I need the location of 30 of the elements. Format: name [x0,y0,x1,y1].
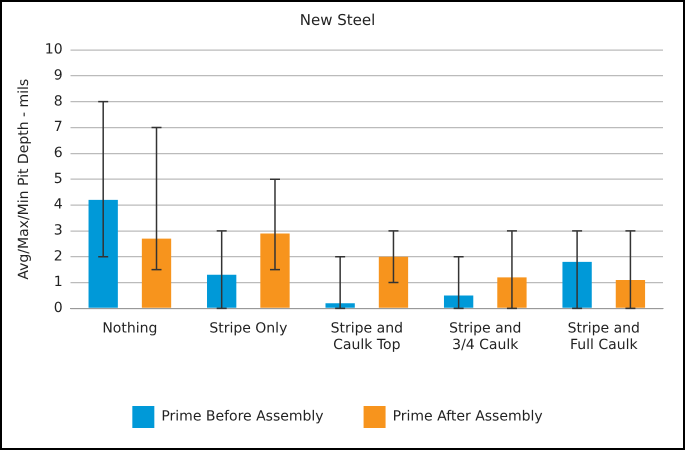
y-tick-label: 4 [54,196,63,213]
bar [378,256,408,308]
legend-label: Prime After Assembly [392,408,543,425]
y-tick-label: 0 [54,300,63,316]
bar [497,277,527,308]
bar [260,233,290,308]
legend-label: Prime Before Assembly [161,408,324,425]
x-tick-label: Stripe Only [209,320,288,336]
bar [325,303,355,308]
bar [207,274,236,308]
chart-title: New Steel [300,10,376,29]
bar [88,200,118,308]
y-tick-label: 3 [54,222,63,239]
x-tick-label: Stripe and Full Caulk [568,320,640,354]
x-tick-label: Nothing [102,320,158,336]
y-tick-label: 10 [44,42,63,58]
bar [142,238,172,308]
y-tick-label: 5 [54,170,63,187]
bar [444,295,474,308]
y-tick-label: 1 [54,274,63,290]
y-tick-label: 8 [54,93,63,110]
x-tick-label: Stripe and 3/4 Caulk [449,320,522,354]
y-tick-label: 2 [54,248,63,264]
bar [562,262,592,308]
bar [616,280,646,308]
y-axis-title: Avg/Max/Min Pit Depth - mils [16,78,32,280]
x-tick-label: Stripe and Caulk Top [330,320,403,354]
y-tick-label: 9 [54,67,63,84]
y-tick-label: 7 [54,119,63,136]
y-tick-label: 6 [54,145,63,161]
